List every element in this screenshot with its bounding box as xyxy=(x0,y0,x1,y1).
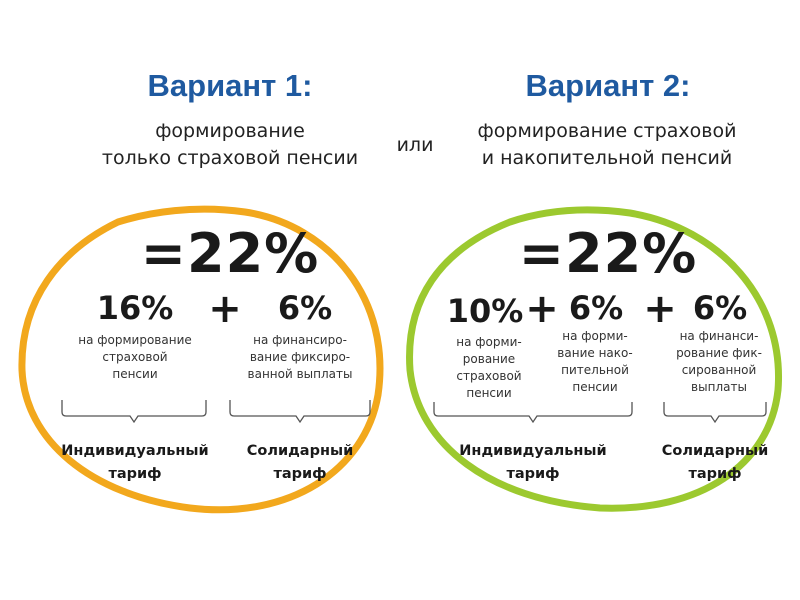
option2-value-fixed: 6% xyxy=(692,289,748,327)
option2-title: Вариант 2: xyxy=(525,68,691,103)
option1-tariff-solidary: Солидарный тариф xyxy=(230,440,370,486)
option2-desc-fixed-line3: сированной xyxy=(681,363,757,377)
option2-tariff-solidary: Солидарный тариф xyxy=(650,440,780,486)
option2-desc-fixed-line1: на финанси- xyxy=(679,329,759,343)
option2-desc-insurance: на форми- рование страховой пенсии xyxy=(434,334,544,402)
or-label: или xyxy=(396,134,434,156)
option2-tariff-individual-line2: тариф xyxy=(506,466,560,482)
option1-total: =22% xyxy=(140,222,320,285)
option1-desc-insurance-line2: страховой xyxy=(102,350,168,364)
option1-desc-fixed-line2: вание фиксиро- xyxy=(249,350,351,364)
option2-plus-2: + xyxy=(643,286,677,332)
option2-desc-fixed-line2: рование фик- xyxy=(676,346,762,360)
option2-value-funded: 6% xyxy=(568,289,624,327)
option2-desc-insurance-line1: на форми- xyxy=(456,335,522,349)
option1-desc-fixed-line3: ванной выплаты xyxy=(247,367,353,381)
option2-tariff-solidary-line2: тариф xyxy=(688,466,742,482)
option2-desc-funded: на форми- вание нако- пительной пенсии xyxy=(540,328,650,396)
option2-desc-funded-line1: на форми- xyxy=(562,329,628,343)
option1-desc-insurance-line3: пенсии xyxy=(112,367,158,381)
option2-tariff-solidary-line1: Солидарный xyxy=(661,443,769,459)
option2-tariff-individual: Индивидуальный тариф xyxy=(458,440,608,486)
option1-desc-insurance-line1: на формирование xyxy=(78,333,192,347)
option1-tariff-individual-line2: тариф xyxy=(108,466,162,482)
option1-tariff-individual: Индивидуальный тариф xyxy=(60,440,210,486)
option2-desc-funded-line2: вание нако- xyxy=(557,346,633,360)
option2-subtitle-line1: формирование страховой xyxy=(477,120,737,142)
option1-plus: + xyxy=(208,286,242,332)
option1-tariff-solidary-line2: тариф xyxy=(273,466,327,482)
option2-desc-funded-line4: пенсии xyxy=(572,380,618,394)
option1-desc-fixed-line1: на финансиро- xyxy=(253,333,347,347)
option1-subtitle-line2: только страховой пенсии xyxy=(101,147,359,169)
option2-desc-insurance-line4: пенсии xyxy=(466,386,512,400)
option2-desc-insurance-line3: страховой xyxy=(456,369,522,383)
brace-solidary-1 xyxy=(229,400,371,424)
option2-desc-funded-line3: пительной xyxy=(561,363,629,377)
option2-subtitle: формирование страховой и накопительной п… xyxy=(452,118,762,172)
brace-individual-2 xyxy=(433,402,633,424)
option1-desc-fixed: на финансиро- вание фиксиро- ванной выпл… xyxy=(225,332,375,383)
option1-value-insurance: 16% xyxy=(96,289,174,327)
option2-value-insurance: 10% xyxy=(446,292,524,330)
option2-desc-insurance-line2: рование xyxy=(462,352,516,366)
orange-ring xyxy=(18,205,384,514)
option2-tariff-individual-line1: Индивидуальный xyxy=(459,443,607,459)
green-ring xyxy=(406,206,782,512)
option1-tariff-solidary-line1: Солидарный xyxy=(246,443,354,459)
option1-title: Вариант 1: xyxy=(147,68,313,103)
option2-plus-1: + xyxy=(525,286,559,332)
option2-desc-fixed-line4: выплаты xyxy=(691,380,747,394)
brace-individual-1 xyxy=(61,400,207,424)
brace-solidary-2 xyxy=(663,402,767,424)
option1-tariff-individual-line1: Индивидуальный xyxy=(61,443,209,459)
option2-subtitle-line2: и накопительной пенсий xyxy=(481,147,733,169)
option1-subtitle: формирование только страховой пенсии xyxy=(70,118,390,172)
option1-value-fixed: 6% xyxy=(277,289,333,327)
option1-desc-insurance: на формирование страховой пенсии xyxy=(55,332,215,383)
option1-subtitle-line1: формирование xyxy=(155,120,305,142)
option2-desc-fixed: на финанси- рование фик- сированной выпл… xyxy=(660,328,778,396)
option2-total: =22% xyxy=(518,222,698,285)
